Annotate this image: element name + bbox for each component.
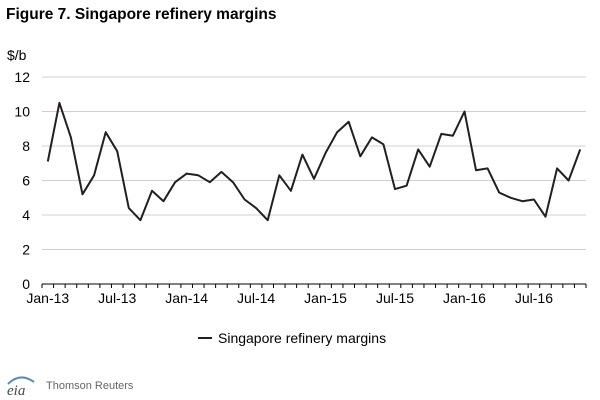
source-text: Thomson Reuters [46,380,134,392]
x-tick-label: Jul-16 [515,290,553,306]
logo-text: eia [7,383,25,398]
footer: eia Thomson Reuters [6,374,133,398]
y-tick-label: 4 [22,207,30,223]
x-tick-label: Jan-16 [443,290,486,306]
legend-label: Singapore refinery margins [218,330,386,346]
y-tick-label: 2 [22,242,30,258]
eia-logo-icon: eia [7,376,35,398]
x-tick-label: Jan-15 [304,290,347,306]
y-tick-label: 10 [14,104,30,120]
x-tick-label: Jan-13 [26,290,69,306]
y-axis-label: $/b [7,47,27,63]
series-line [46,101,582,222]
y-tick-label: 12 [14,69,30,85]
y-tick-label: 8 [22,138,30,154]
x-tick-label: Jul-13 [98,290,136,306]
x-tick-label: Jul-15 [376,290,414,306]
x-tick-label: Jan-14 [165,290,208,306]
y-tick-label: 0 [22,276,30,292]
x-tick-label: Jul-14 [237,290,275,306]
chart-title: Figure 7. Singapore refinery margins [6,6,277,23]
y-tick-label: 6 [22,173,30,189]
